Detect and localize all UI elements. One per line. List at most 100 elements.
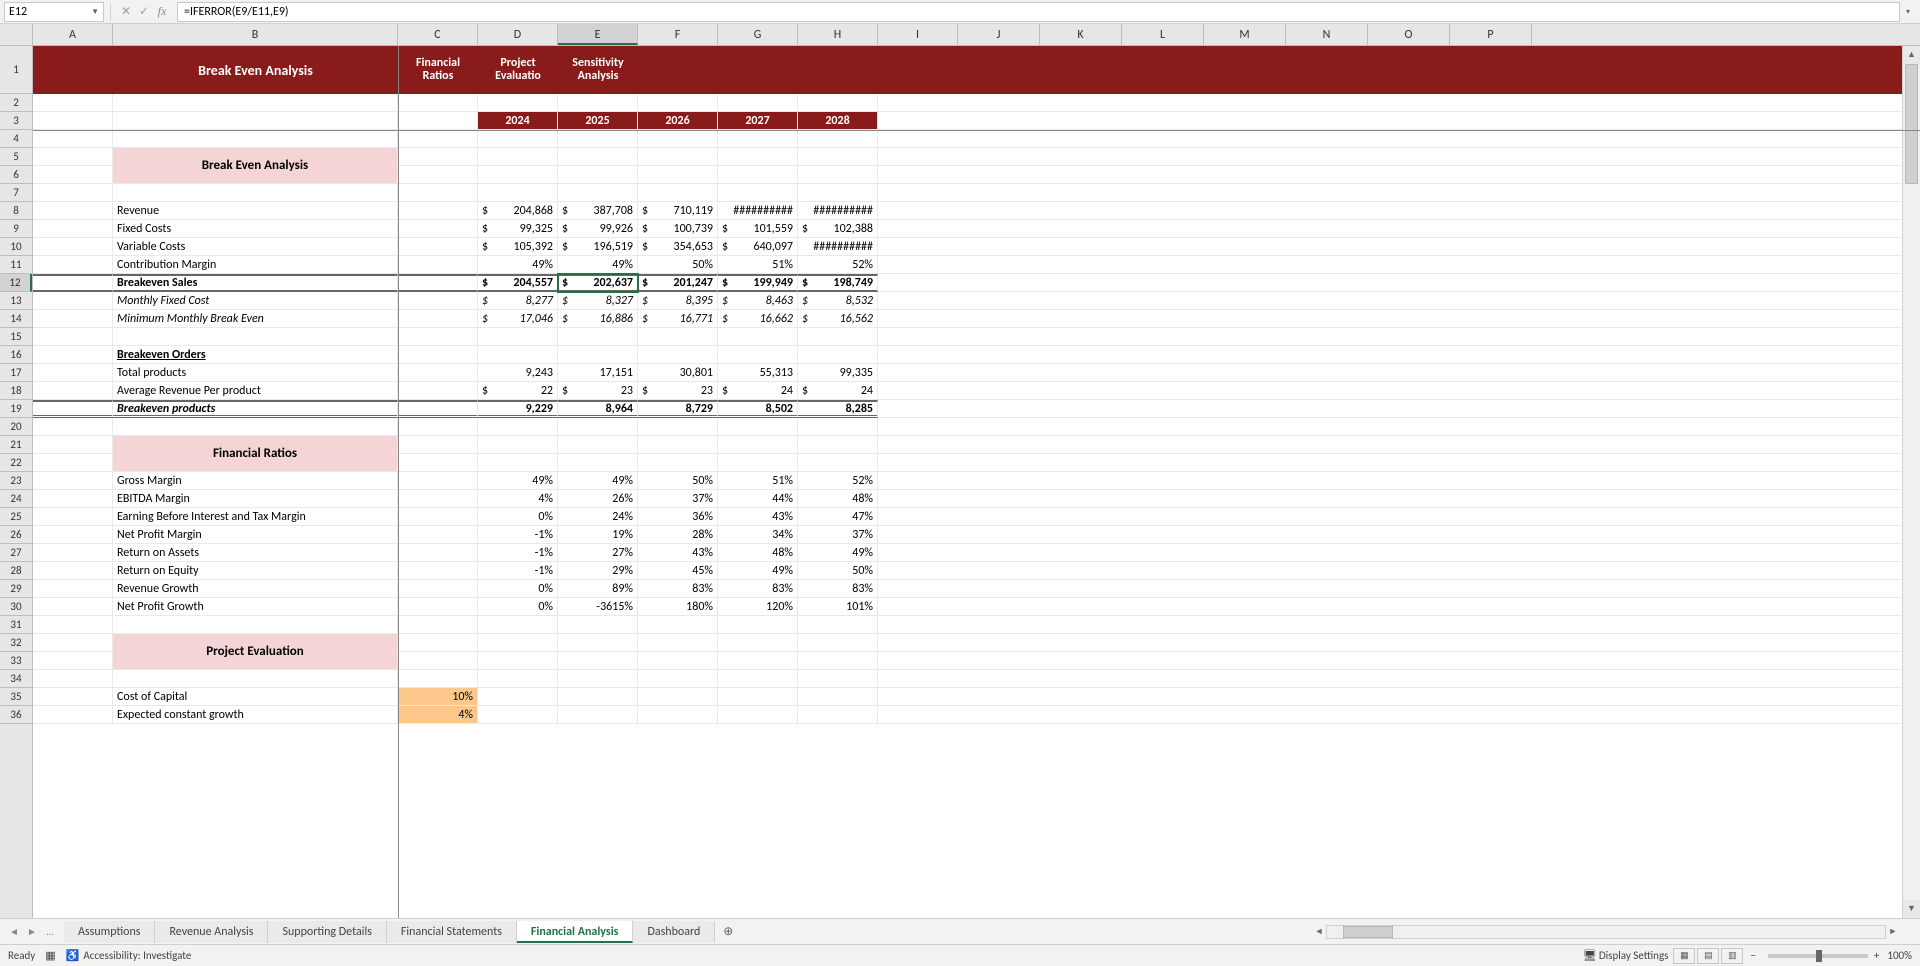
row-header-36[interactable]: 36 (0, 706, 32, 724)
cell[interactable] (718, 652, 798, 670)
mmbe-2027[interactable]: $16,662 (718, 310, 798, 328)
cell[interactable] (878, 238, 1920, 256)
eb-2026[interactable]: 37% (638, 490, 718, 508)
cell[interactable] (558, 418, 638, 436)
horizontal-scrollbar[interactable]: ◄ ► (739, 925, 1920, 939)
cell[interactable] (718, 670, 798, 688)
npg-2026[interactable]: 180% (638, 598, 718, 616)
cell[interactable] (33, 184, 113, 202)
cell[interactable] (398, 166, 478, 184)
zoom-out-icon[interactable]: − (1750, 949, 1755, 962)
cell[interactable] (638, 652, 718, 670)
tp-2028[interactable]: 99,335 (798, 364, 878, 382)
cell[interactable] (398, 580, 478, 598)
cell[interactable] (33, 46, 113, 94)
cell[interactable] (398, 184, 478, 202)
cell[interactable] (398, 112, 478, 130)
row-header-5[interactable]: 5 (0, 148, 32, 166)
label-contrib-margin[interactable]: Contribution Margin (113, 256, 398, 274)
cell[interactable] (718, 328, 798, 346)
cell[interactable] (558, 148, 638, 166)
scroll-thumb[interactable] (1905, 64, 1918, 184)
npg-2028[interactable]: 101% (798, 598, 878, 616)
label-ebit-margin[interactable]: Earning Before Interest and Tax Margin (113, 508, 398, 526)
tp-2024[interactable]: 9,243 (478, 364, 558, 382)
cell[interactable] (558, 346, 638, 364)
cell[interactable] (878, 598, 1920, 616)
cell[interactable] (398, 418, 478, 436)
cell[interactable] (398, 94, 478, 112)
cell[interactable] (398, 148, 478, 166)
row-header-22[interactable]: 22 (0, 454, 32, 472)
label-exp-growth[interactable]: Expected constant growth (113, 706, 398, 724)
cell[interactable] (878, 364, 1920, 382)
cell[interactable] (878, 148, 1920, 166)
cell[interactable] (638, 616, 718, 634)
cell[interactable] (558, 706, 638, 724)
year-2027[interactable]: 2027 (718, 112, 798, 130)
label-gross-margin[interactable]: Gross Margin (113, 472, 398, 490)
cm-2025[interactable]: 49% (558, 256, 638, 274)
em-2027[interactable]: 43% (718, 508, 798, 526)
rg-2025[interactable]: 89% (558, 580, 638, 598)
fc-2028[interactable]: $102,388 (798, 220, 878, 238)
npm-2024[interactable]: -1% (478, 526, 558, 544)
cm-2024[interactable]: 49% (478, 256, 558, 274)
cell[interactable] (478, 148, 558, 166)
cell[interactable] (478, 454, 558, 472)
cell[interactable] (558, 328, 638, 346)
cell[interactable] (638, 670, 718, 688)
label-total-products[interactable]: Total products (113, 364, 398, 382)
year-2028[interactable]: 2028 (798, 112, 878, 130)
scroll-up-icon[interactable]: ▲ (1903, 46, 1920, 64)
scroll-down-icon[interactable]: ▼ (1903, 900, 1920, 918)
gm-2024[interactable]: 49% (478, 472, 558, 490)
row-header-30[interactable]: 30 (0, 598, 32, 616)
banner-link-project-eval[interactable]: Project Evaluatio (478, 46, 558, 94)
col-header-K[interactable]: K (1040, 24, 1122, 45)
cell[interactable] (878, 346, 1920, 364)
rev-2028[interactable]: ########## (798, 202, 878, 220)
cell[interactable] (33, 670, 113, 688)
display-settings-icon[interactable]: 🖥 (1583, 949, 1597, 962)
tab-dashboard[interactable]: Dashboard (633, 921, 715, 943)
row-header-31[interactable]: 31 (0, 616, 32, 634)
zoom-level[interactable]: 100% (1887, 949, 1912, 962)
roe-2027[interactable]: 49% (718, 562, 798, 580)
cell[interactable] (113, 418, 398, 436)
cell[interactable] (878, 382, 1920, 400)
cell[interactable] (398, 130, 478, 148)
cell[interactable] (798, 46, 878, 94)
cm-2026[interactable]: 50% (638, 256, 718, 274)
cell[interactable] (398, 490, 478, 508)
cell[interactable] (478, 130, 558, 148)
cell[interactable] (398, 598, 478, 616)
roa-2025[interactable]: 27% (558, 544, 638, 562)
cell[interactable] (878, 112, 1920, 130)
gm-2025[interactable]: 49% (558, 472, 638, 490)
rg-2026[interactable]: 83% (638, 580, 718, 598)
cell[interactable] (478, 670, 558, 688)
hscroll-thumb[interactable] (1343, 926, 1393, 938)
cell[interactable] (33, 418, 113, 436)
gm-2028[interactable]: 52% (798, 472, 878, 490)
cell[interactable] (878, 94, 1920, 112)
mmbe-2028[interactable]: $16,562 (798, 310, 878, 328)
cell[interactable] (878, 400, 1920, 418)
cell[interactable] (638, 688, 718, 706)
cell[interactable] (798, 652, 878, 670)
bs-2025-selected[interactable]: $202,637 (558, 274, 638, 292)
fc-2027[interactable]: $101,559 (718, 220, 798, 238)
npm-2025[interactable]: 19% (558, 526, 638, 544)
cell[interactable] (33, 130, 113, 148)
label-min-monthly-be[interactable]: Minimum Monthly Break Even (113, 310, 398, 328)
row-header-28[interactable]: 28 (0, 562, 32, 580)
npg-2024[interactable]: 0% (478, 598, 558, 616)
cell[interactable] (113, 328, 398, 346)
fc-2024[interactable]: $99,325 (478, 220, 558, 238)
tab-financial-statements[interactable]: Financial Statements (387, 921, 517, 943)
cell[interactable] (33, 472, 113, 490)
label-npm[interactable]: Net Profit Margin (113, 526, 398, 544)
cell[interactable] (398, 634, 478, 652)
cell[interactable] (878, 670, 1920, 688)
